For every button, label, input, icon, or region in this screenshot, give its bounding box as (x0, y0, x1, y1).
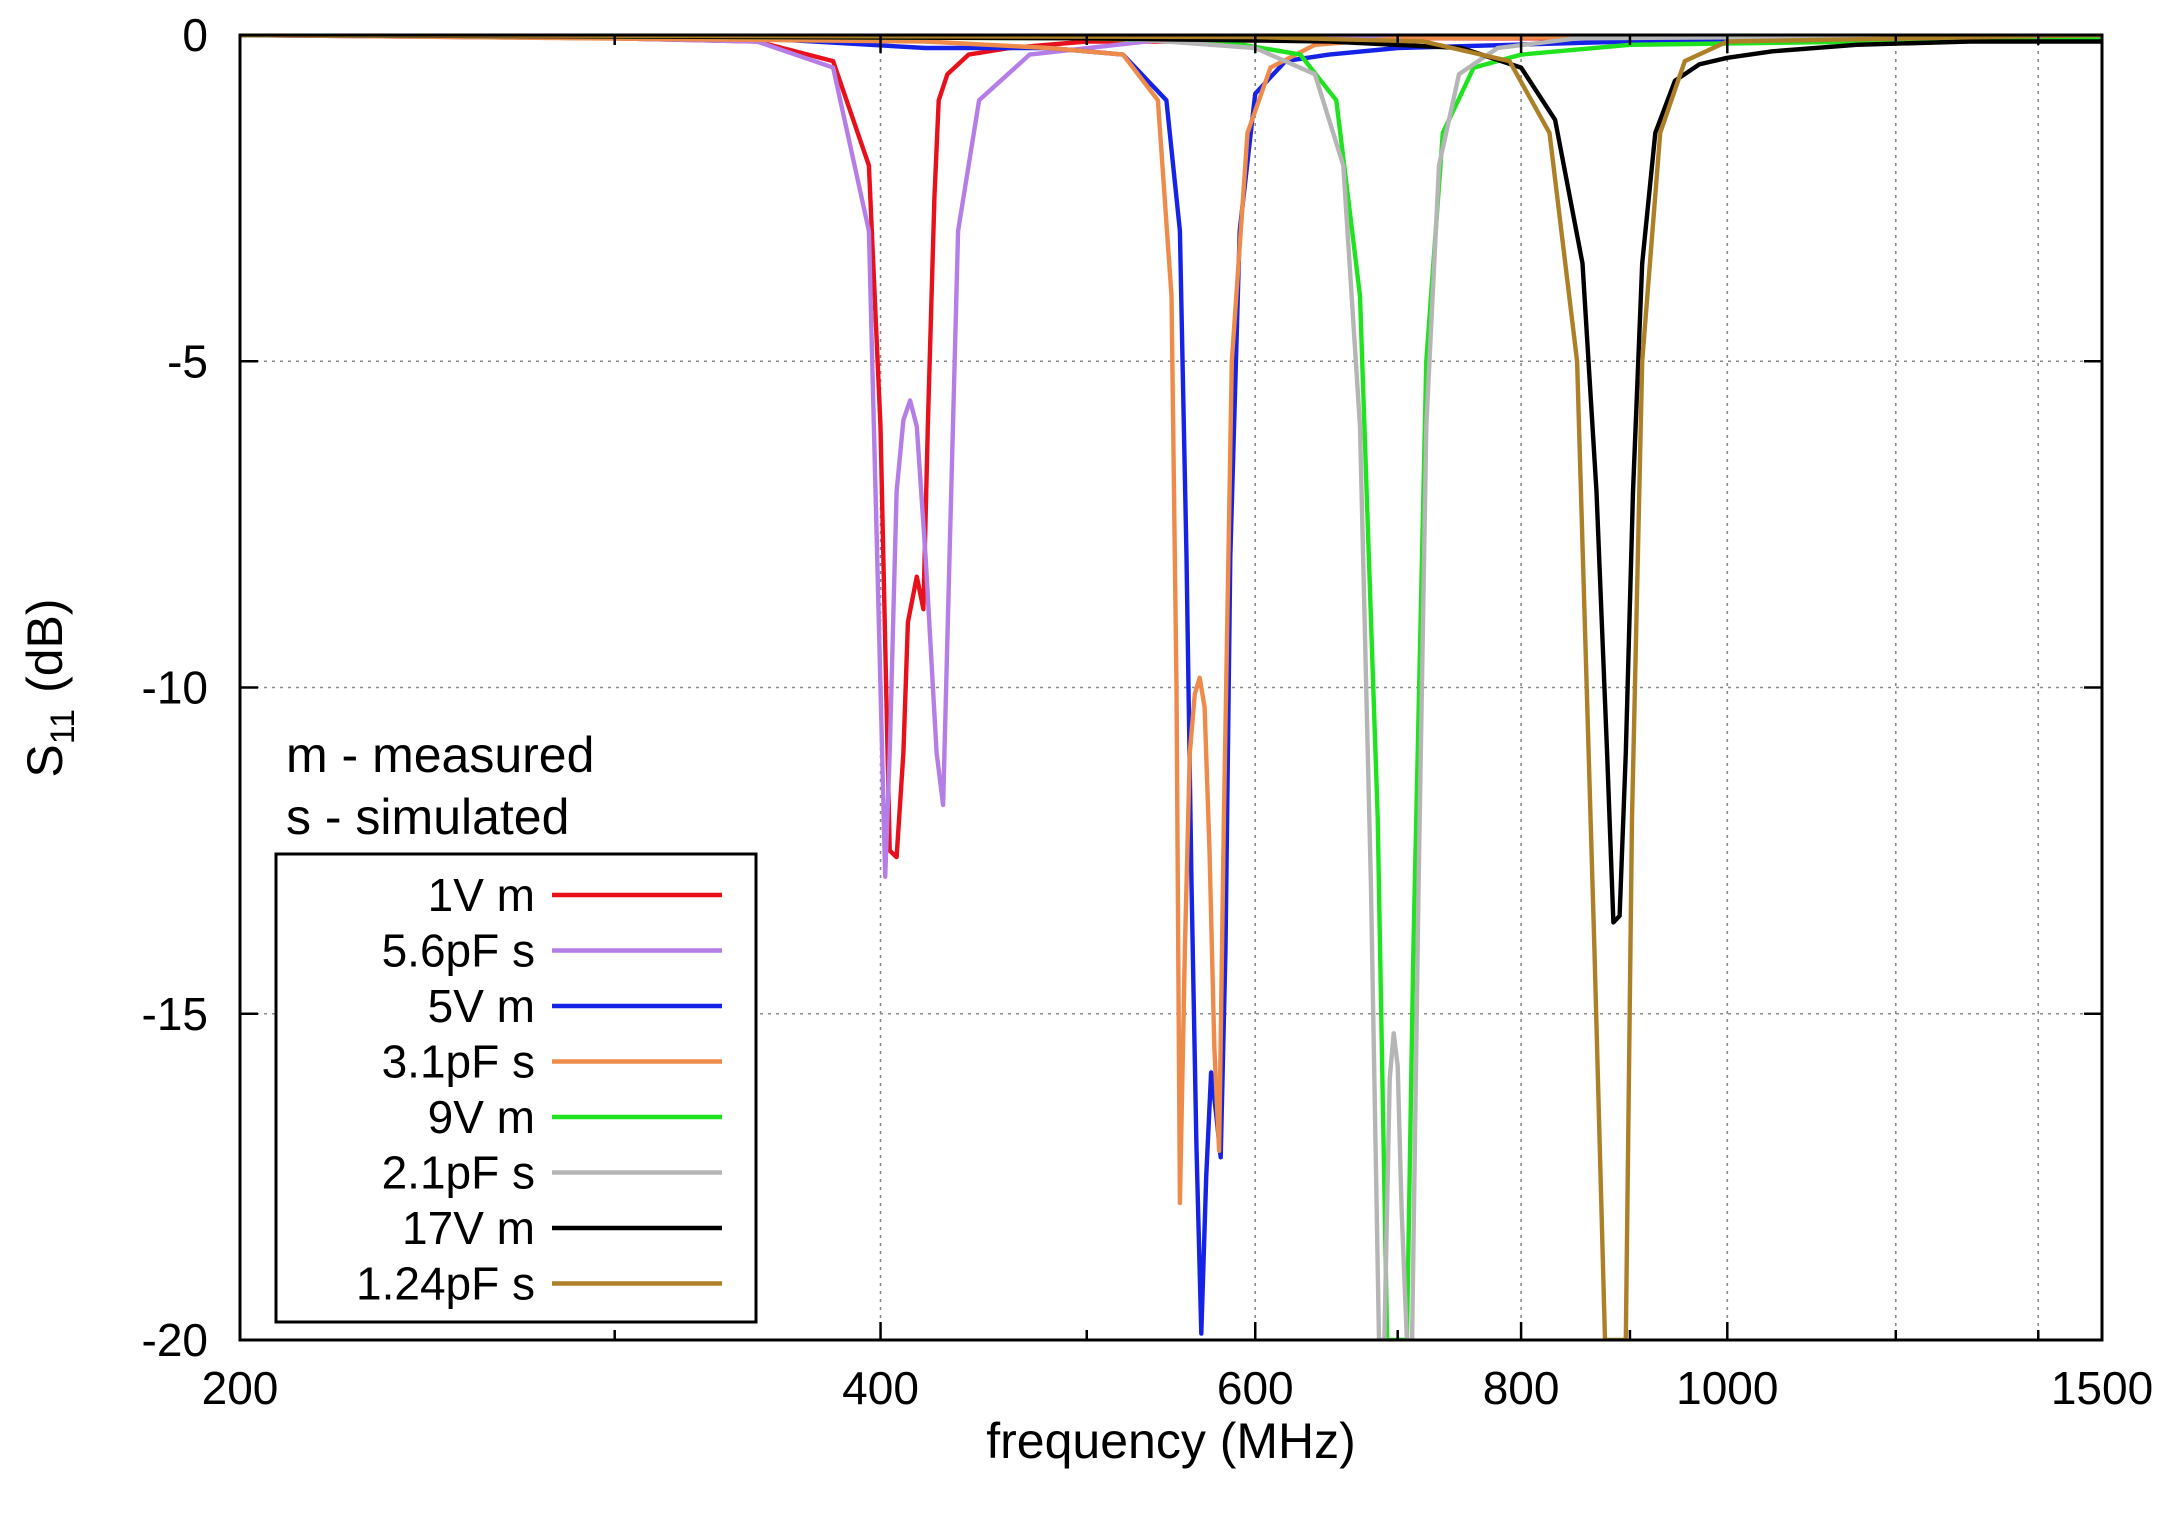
series-line-4 (240, 35, 2102, 1340)
legend-label: 2.1pF s (382, 1147, 535, 1199)
legend-label: 17V m (402, 1202, 535, 1254)
y-axis-title-main: S (17, 744, 73, 777)
note-simulated: s - simulated (286, 789, 569, 845)
x-tick-label: 200 (202, 1362, 279, 1414)
legend-label: 5.6pF s (382, 925, 535, 977)
legend-box (274, 852, 758, 1324)
y-axis-title-unit: (dB) (17, 598, 73, 692)
legend-label: 3.1pF s (382, 1036, 535, 1088)
x-tick-label: 400 (842, 1362, 919, 1414)
series-group (240, 35, 2102, 1340)
ticks: 200 400 600 800 1000 1500 0 -5 -10 -15 -20 (142, 9, 2154, 1414)
x-tick-label: 1000 (1676, 1362, 1778, 1414)
y-tick-label: -5 (167, 335, 208, 387)
legend-label: 9V m (428, 1091, 535, 1143)
series-line-5 (240, 35, 2102, 1340)
series-line-3 (240, 35, 2102, 1206)
series-line-1 (240, 35, 2102, 879)
note-measured: m - measured (286, 727, 594, 783)
series-line-7 (240, 35, 2102, 1340)
y-tick-label: -15 (142, 988, 208, 1040)
x-tick-label: 600 (1217, 1362, 1294, 1414)
y-tick-label: 0 (182, 9, 208, 61)
legend-label: 1V m (428, 869, 535, 921)
y-tick-label: -20 (142, 1314, 208, 1366)
series-line-0 (240, 35, 2102, 860)
y-tick-label: -10 (142, 662, 208, 714)
legend-label: 1.24pF s (356, 1258, 535, 1310)
x-tick-label: 1500 (2051, 1362, 2153, 1414)
x-axis-title: frequency (MHz) (986, 1413, 1356, 1469)
y-axis-title: S11 (dB) (17, 598, 82, 777)
x-tick-label: 800 (1483, 1362, 1560, 1414)
y-axis-title-subscript: 11 (44, 709, 82, 744)
legend-label: 5V m (428, 980, 535, 1032)
